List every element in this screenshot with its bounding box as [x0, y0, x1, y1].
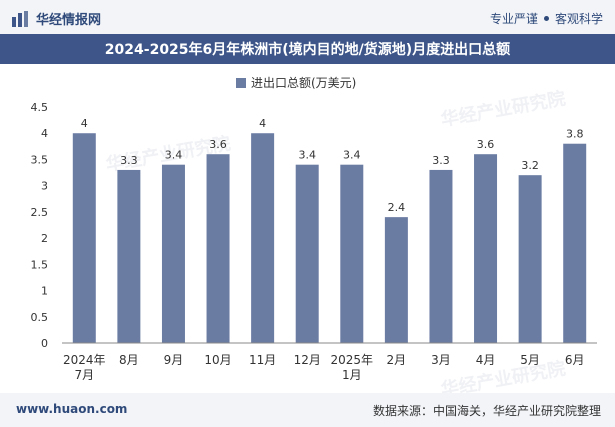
- x-tick-label: 8月: [119, 353, 139, 367]
- bar-value-label: 4: [81, 117, 88, 130]
- bar-value-label: 3.6: [477, 138, 495, 151]
- brand-icon: [12, 10, 28, 27]
- bar[interactable]: [295, 164, 319, 343]
- brand-name: 华经情报网: [36, 13, 102, 28]
- tag-objective: 客观科学: [554, 12, 603, 26]
- y-tick-label: 0: [41, 337, 48, 350]
- bar[interactable]: [161, 164, 185, 343]
- y-tick-label: 4: [41, 127, 48, 140]
- brand-logo[interactable]: 华经情报网: [12, 9, 101, 28]
- bar[interactable]: [474, 154, 498, 343]
- x-tick-label: 5月: [520, 353, 540, 367]
- x-tick-label: 11月: [249, 353, 276, 367]
- x-tick-label: 2024年: [63, 353, 106, 367]
- bar[interactable]: [384, 217, 408, 343]
- bar-value-label: 3.3: [432, 154, 450, 167]
- legend-swatch: [236, 78, 246, 88]
- bar[interactable]: [72, 133, 96, 343]
- y-tick-label: 3.5: [31, 153, 49, 166]
- footer-url[interactable]: www.huaon.com: [16, 402, 128, 416]
- title-bar: 2024-2025年6月年株洲市(境内目的地/货源地)月度进出口总额: [0, 34, 615, 64]
- footer-source: 数据来源：中国海关，华经产业研究院整理: [372, 404, 601, 418]
- x-tick-label: 9月: [164, 353, 184, 367]
- legend: 进出口总额(万美元): [236, 76, 356, 90]
- bar-value-label: 2.4: [388, 201, 406, 214]
- legend-label: 进出口总额(万美元): [251, 76, 356, 90]
- x-tick-label: 12月: [294, 353, 321, 367]
- x-tick-label: 10月: [204, 353, 231, 367]
- bar[interactable]: [563, 143, 587, 343]
- footer: www.huaon.com 数据来源：中国海关，华经产业研究院整理: [0, 393, 615, 427]
- bar-value-label: 3.4: [298, 149, 316, 162]
- bars: 4 3.3 3.4 3.6 4 3.4 3.4 2.4 3.3 3.6 3.2 3.8: [72, 117, 587, 343]
- bar[interactable]: [340, 164, 364, 343]
- bar-chart: 进出口总额(万美元) 0 0.5 1 1.5 2 2.5 3 3.5 4 4.5 4 3.3 3.4 3…: [31, 76, 597, 382]
- tag-separator-dot: [543, 16, 549, 21]
- bar-value-label: 3.4: [165, 149, 183, 162]
- bar[interactable]: [117, 169, 141, 343]
- x-tick-label: 4月: [476, 353, 496, 367]
- bar-value-label: 3.8: [566, 128, 584, 141]
- bar-value-label: 3.3: [120, 154, 138, 167]
- tag-professional: 专业严谨: [489, 12, 538, 26]
- x-tick-label: 3月: [431, 353, 451, 367]
- x-tick-label: 6月: [565, 353, 585, 367]
- y-tick-label: 1.5: [31, 258, 49, 271]
- bar[interactable]: [518, 175, 542, 343]
- x-tick-label: 2025年: [331, 353, 374, 367]
- y-tick-label: 3: [41, 180, 48, 193]
- bar-value-label: 3.6: [209, 138, 227, 151]
- chart-title: 2024-2025年6月年株洲市(境内目的地/货源地)月度进出口总额: [104, 42, 511, 58]
- x-tick-label: 2月: [387, 353, 407, 367]
- x-tick-label: 7月: [74, 368, 94, 382]
- header-tags: 专业严谨 客观科学: [490, 10, 603, 27]
- y-tick-label: 1: [41, 285, 48, 298]
- x-tick-label: 1月: [342, 368, 362, 382]
- bar-value-label: 3.2: [521, 159, 539, 172]
- y-tick-label: 2.5: [31, 206, 49, 219]
- bar-value-label: 3.4: [343, 149, 361, 162]
- y-axis: 0 0.5 1 1.5 2 2.5 3 3.5 4 4.5: [31, 101, 49, 350]
- bar-value-label: 4: [259, 117, 266, 130]
- bar[interactable]: [429, 169, 453, 343]
- bar[interactable]: [251, 133, 275, 343]
- bar[interactable]: [206, 154, 230, 343]
- y-tick-label: 0.5: [31, 311, 49, 324]
- y-tick-label: 2: [41, 232, 48, 245]
- top-bar: 华经情报网 专业严谨 客观科学: [0, 0, 615, 34]
- y-tick-label: 4.5: [31, 101, 49, 114]
